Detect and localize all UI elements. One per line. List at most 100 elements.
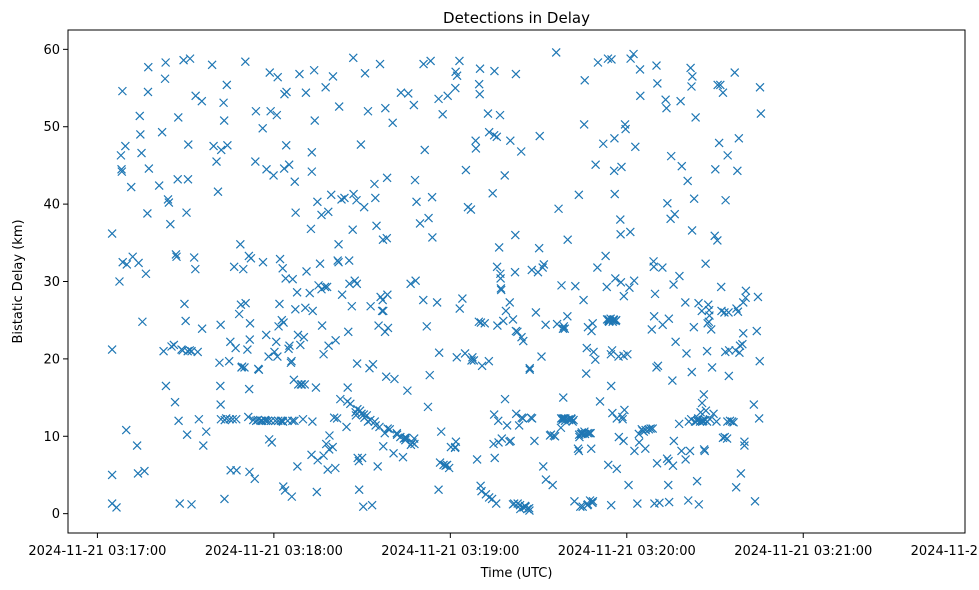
data-point	[579, 295, 588, 305]
data-point	[694, 298, 703, 308]
data-point	[349, 189, 358, 199]
x-tick-label: 2024-11-21 03:20:00	[558, 544, 696, 559]
data-point	[624, 480, 633, 490]
data-point	[554, 204, 563, 214]
data-point	[755, 82, 765, 92]
x-axis-label: Time (UTC)	[480, 566, 553, 581]
x-axis-ticks: 2024-11-21 03:17:00 2024-11-21 03:18:00 20…	[28, 533, 979, 559]
data-point	[595, 397, 605, 406]
data-point	[488, 188, 498, 198]
data-point	[209, 141, 219, 151]
data-point	[406, 440, 416, 450]
data-point	[740, 437, 749, 447]
data-point	[347, 301, 357, 311]
data-point	[425, 370, 435, 380]
data-point	[272, 352, 282, 361]
data-point	[436, 427, 446, 437]
data-point	[709, 409, 718, 419]
data-point	[662, 454, 672, 464]
data-point	[388, 118, 398, 128]
data-point	[661, 95, 671, 105]
data-point	[490, 66, 499, 76]
data-point	[410, 439, 419, 449]
data-point	[667, 376, 677, 385]
data-point	[403, 89, 413, 98]
data-point	[538, 462, 548, 471]
data-point	[215, 358, 224, 368]
data-point	[444, 463, 454, 473]
data-point	[295, 69, 304, 79]
data-point	[216, 145, 226, 155]
data-point	[700, 446, 710, 456]
data-point	[215, 381, 225, 391]
data-point	[292, 462, 302, 471]
data-point	[452, 352, 462, 362]
data-point	[548, 480, 558, 490]
data-point	[222, 80, 232, 90]
data-point	[527, 414, 537, 423]
data-point	[383, 424, 393, 433]
data-point	[681, 455, 691, 464]
data-point	[598, 139, 608, 149]
data-point	[683, 496, 693, 505]
data-point	[443, 91, 453, 101]
data-point	[251, 106, 261, 116]
data-point	[625, 283, 634, 293]
data-point	[432, 297, 442, 307]
data-point	[169, 340, 179, 350]
data-point	[489, 410, 499, 420]
data-point	[500, 394, 510, 404]
data-point	[601, 251, 611, 261]
data-point	[345, 279, 354, 289]
data-point	[267, 438, 277, 447]
data-point	[603, 460, 613, 470]
data-point	[182, 430, 192, 440]
data-point	[121, 425, 131, 435]
data-point	[697, 398, 707, 408]
data-point	[467, 356, 476, 365]
data-point	[541, 320, 551, 330]
data-point	[625, 227, 635, 237]
data-point	[246, 253, 256, 263]
data-point	[606, 381, 616, 391]
data-point	[170, 397, 180, 407]
data-point	[185, 345, 195, 355]
data-point	[558, 393, 568, 403]
data-point	[579, 119, 589, 129]
data-point	[574, 446, 584, 456]
data-point	[621, 124, 631, 134]
data-point	[510, 230, 520, 240]
data-point	[494, 243, 504, 252]
data-point	[380, 327, 390, 337]
data-point	[381, 372, 391, 382]
data-point	[310, 116, 320, 125]
data-point	[120, 141, 130, 151]
data-point	[245, 335, 255, 344]
data-point	[461, 165, 471, 175]
data-point	[541, 475, 551, 485]
data-point	[491, 499, 501, 509]
data-point	[342, 422, 351, 432]
data-point	[357, 453, 367, 463]
data-point	[664, 497, 674, 507]
data-point	[451, 437, 461, 447]
data-point	[359, 202, 369, 212]
data-point	[216, 320, 226, 330]
y-tick-label: 40	[43, 198, 60, 213]
data-point	[398, 452, 408, 462]
data-point	[334, 257, 343, 267]
data-point	[607, 408, 617, 418]
data-point	[489, 439, 498, 449]
data-point	[635, 91, 645, 101]
data-point	[284, 160, 294, 170]
data-point	[315, 259, 325, 269]
data-point	[117, 164, 126, 174]
data-point	[173, 174, 183, 184]
data-point	[261, 330, 271, 340]
data-point	[305, 288, 315, 298]
data-point	[732, 166, 742, 176]
data-point	[666, 151, 676, 161]
data-point	[400, 433, 410, 443]
data-point	[297, 379, 307, 389]
